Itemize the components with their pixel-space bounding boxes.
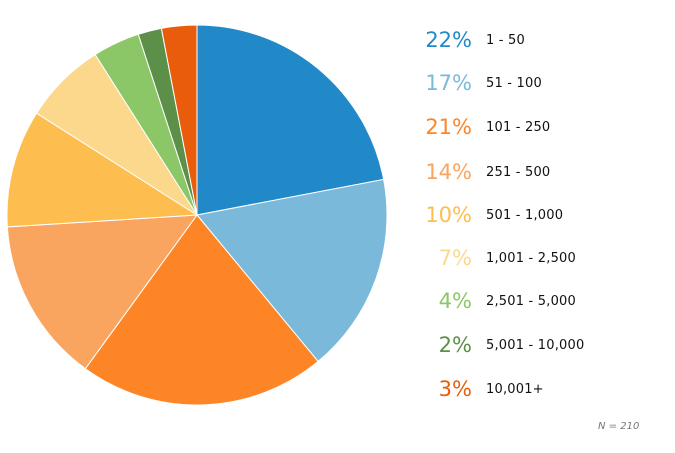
legend-item-4: 10% 501 - 1,000 bbox=[410, 195, 563, 235]
legend-item-8: 3% 10,001+ bbox=[410, 369, 544, 409]
legend-range-label: 1 - 50 bbox=[486, 32, 525, 48]
legend-item-2: 21% 101 - 250 bbox=[410, 107, 550, 147]
legend-percent-label: 21% bbox=[425, 115, 472, 139]
legend-range-label: 1,001 - 2,500 bbox=[486, 250, 576, 266]
legend-percent-label: 22% bbox=[425, 28, 472, 52]
legend-item-7: 2% 5,001 - 10,000 bbox=[410, 325, 585, 365]
pie-slice-1 bbox=[196, 178, 388, 363]
legend-percent-label: 10% bbox=[425, 203, 472, 227]
legend-percent-label: 14% bbox=[425, 160, 472, 184]
legend-percent-label: 17% bbox=[425, 71, 472, 95]
pie-slice-2 bbox=[84, 214, 319, 406]
legend-item-6: 4% 2,501 - 5,000 bbox=[410, 281, 576, 321]
legend-item-3: 14% 251 - 500 bbox=[410, 152, 550, 192]
sample-size-note: N = 210 bbox=[598, 421, 640, 432]
pie-slice-8 bbox=[160, 24, 198, 216]
legend-item-1: 17% 51 - 100 bbox=[410, 63, 542, 103]
legend-range-label: 101 - 250 bbox=[486, 119, 551, 135]
legend-percent-label: 4% bbox=[438, 289, 472, 313]
legend-range-label: 501 - 1,000 bbox=[486, 207, 564, 223]
legend-percent-label: 3% bbox=[438, 377, 472, 401]
legend-percent-label: 2% bbox=[438, 333, 472, 357]
pie-slice-3 bbox=[6, 214, 199, 370]
legend-range-label: 2,501 - 5,000 bbox=[486, 293, 576, 309]
legend-item-0: 22% 1 - 50 bbox=[410, 20, 525, 60]
legend-item-5: 7% 1,001 - 2,500 bbox=[410, 238, 576, 278]
pie-slice-0 bbox=[196, 24, 385, 216]
pie-plot-area bbox=[6, 24, 388, 406]
legend-range-label: 10,001+ bbox=[486, 381, 544, 397]
legend-range-label: 251 - 500 bbox=[486, 164, 551, 180]
legend-range-label: 51 - 100 bbox=[486, 75, 542, 91]
pie-slice-4 bbox=[6, 112, 199, 228]
legend-range-label: 5,001 - 10,000 bbox=[486, 337, 585, 353]
legend-percent-label: 7% bbox=[438, 246, 472, 270]
